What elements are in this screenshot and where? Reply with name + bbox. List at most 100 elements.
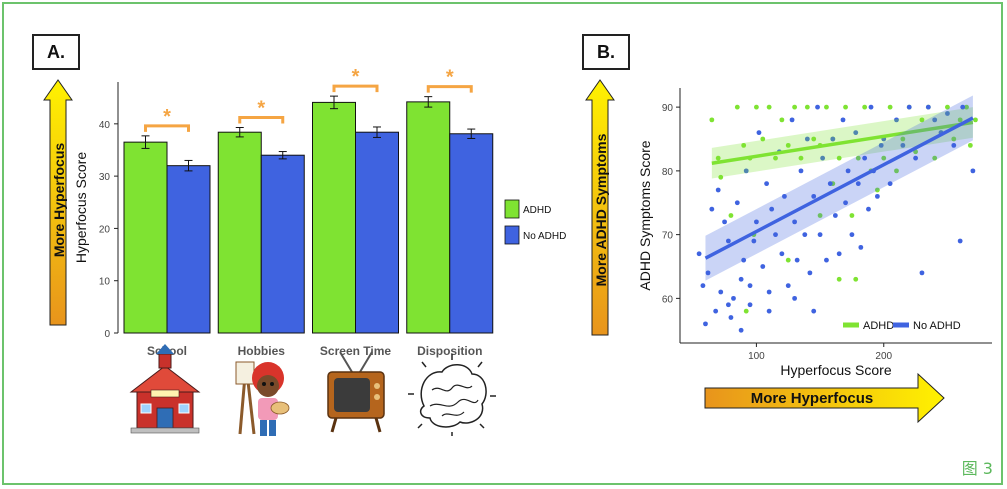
bar-y-tick-label: 10 xyxy=(99,277,111,288)
scatter-y-tick-label: 70 xyxy=(662,231,674,242)
point-no-adhd xyxy=(700,283,706,289)
point-no-adhd xyxy=(734,200,740,206)
scatter-x-tick-label: 100 xyxy=(748,351,765,362)
point-no-adhd xyxy=(849,232,855,238)
point-no-adhd xyxy=(754,219,759,225)
point-no-adhd xyxy=(887,181,893,187)
point-adhd xyxy=(779,117,785,123)
point-no-adhd xyxy=(807,270,813,276)
point-no-adhd xyxy=(703,321,708,327)
point-no-adhd xyxy=(718,289,724,295)
point-no-adhd xyxy=(741,257,747,263)
point-no-adhd xyxy=(858,244,864,250)
point-adhd xyxy=(874,187,880,193)
point-adhd xyxy=(817,213,823,218)
point-no-adhd xyxy=(713,308,719,314)
point-no-adhd xyxy=(957,238,963,244)
bar-adhd xyxy=(123,141,168,334)
bar-no-adhd xyxy=(449,133,494,334)
fit-line-no-adhd xyxy=(704,116,974,260)
panel-b-label: B. xyxy=(582,34,630,70)
point-adhd xyxy=(836,276,842,282)
point-adhd xyxy=(728,213,734,218)
a-vertical-arrow: More Hyperfocus xyxy=(43,79,73,326)
point-no-adhd xyxy=(804,136,810,142)
a-vertical-arrow-label: More Hyperfocus xyxy=(51,143,67,258)
point-no-adhd xyxy=(894,117,899,123)
point-adhd xyxy=(715,155,721,161)
point-adhd xyxy=(887,104,893,110)
point-adhd xyxy=(760,136,766,142)
bar-adhd xyxy=(406,101,451,334)
point-no-adhd xyxy=(798,168,804,174)
point-no-adhd xyxy=(866,206,871,212)
point-no-adhd xyxy=(743,168,749,174)
point-adhd xyxy=(804,104,810,110)
point-adhd xyxy=(957,117,963,123)
point-no-adhd xyxy=(747,283,753,289)
bar-y-tick-label: 20 xyxy=(99,224,111,235)
point-no-adhd xyxy=(705,270,711,276)
point-no-adhd xyxy=(696,251,702,257)
panel-a-label: A. xyxy=(32,34,80,70)
point-no-adhd xyxy=(820,155,826,161)
point-no-adhd xyxy=(747,302,753,308)
legend-swatch-no-adhd xyxy=(504,225,520,245)
point-adhd xyxy=(894,168,899,174)
scatter-x-axis-label: Hyperfocus Score xyxy=(780,362,891,378)
bar-adhd xyxy=(217,131,262,334)
point-no-adhd xyxy=(766,289,772,295)
point-no-adhd xyxy=(836,251,842,257)
point-no-adhd xyxy=(906,104,912,110)
point-no-adhd xyxy=(811,308,817,314)
point-no-adhd xyxy=(827,181,833,187)
point-no-adhd xyxy=(792,295,798,301)
bar-no-adhd xyxy=(260,154,305,334)
school-icon xyxy=(129,344,201,434)
bar-y-axis-label: Hyperfocus Score xyxy=(73,152,89,263)
point-adhd xyxy=(741,142,747,148)
bar-category-label: Disposition xyxy=(417,344,482,358)
point-no-adhd xyxy=(913,155,918,161)
point-no-adhd xyxy=(725,302,731,308)
point-adhd xyxy=(785,257,791,263)
point-adhd xyxy=(964,104,969,110)
point-no-adhd xyxy=(868,104,874,110)
point-adhd xyxy=(718,174,724,180)
scatter-y-tick-label: 90 xyxy=(662,103,674,114)
point-no-adhd xyxy=(794,257,800,263)
point-no-adhd xyxy=(779,251,785,257)
point-no-adhd xyxy=(874,193,880,199)
point-no-adhd xyxy=(731,295,736,301)
point-no-adhd xyxy=(766,308,772,314)
point-adhd xyxy=(900,136,906,142)
point-no-adhd xyxy=(760,264,766,269)
point-no-adhd xyxy=(832,213,838,218)
point-no-adhd xyxy=(945,111,950,116)
point-no-adhd xyxy=(855,181,861,187)
point-no-adhd xyxy=(840,117,846,123)
point-no-adhd xyxy=(843,200,848,206)
significance-bracket xyxy=(426,85,473,93)
bar-category-label: Hobbies xyxy=(238,344,286,358)
point-adhd xyxy=(766,104,772,110)
point-no-adhd xyxy=(817,232,823,238)
point-adhd xyxy=(849,213,855,218)
point-no-adhd xyxy=(960,104,966,110)
b-vertical-arrow-label: More ADHD Symptoms xyxy=(593,133,609,286)
point-adhd xyxy=(785,142,791,148)
point-adhd xyxy=(919,117,925,123)
legend-label: ADHD xyxy=(863,320,894,332)
legend-label: ADHD xyxy=(523,205,551,216)
point-adhd xyxy=(843,104,848,110)
point-adhd xyxy=(709,117,715,123)
point-adhd xyxy=(967,142,973,148)
brain-icon xyxy=(408,354,496,436)
point-no-adhd xyxy=(769,206,775,212)
point-no-adhd xyxy=(900,142,906,148)
b-horizontal-arrow: More Hyperfocus xyxy=(704,372,945,424)
point-no-adhd xyxy=(862,155,868,161)
